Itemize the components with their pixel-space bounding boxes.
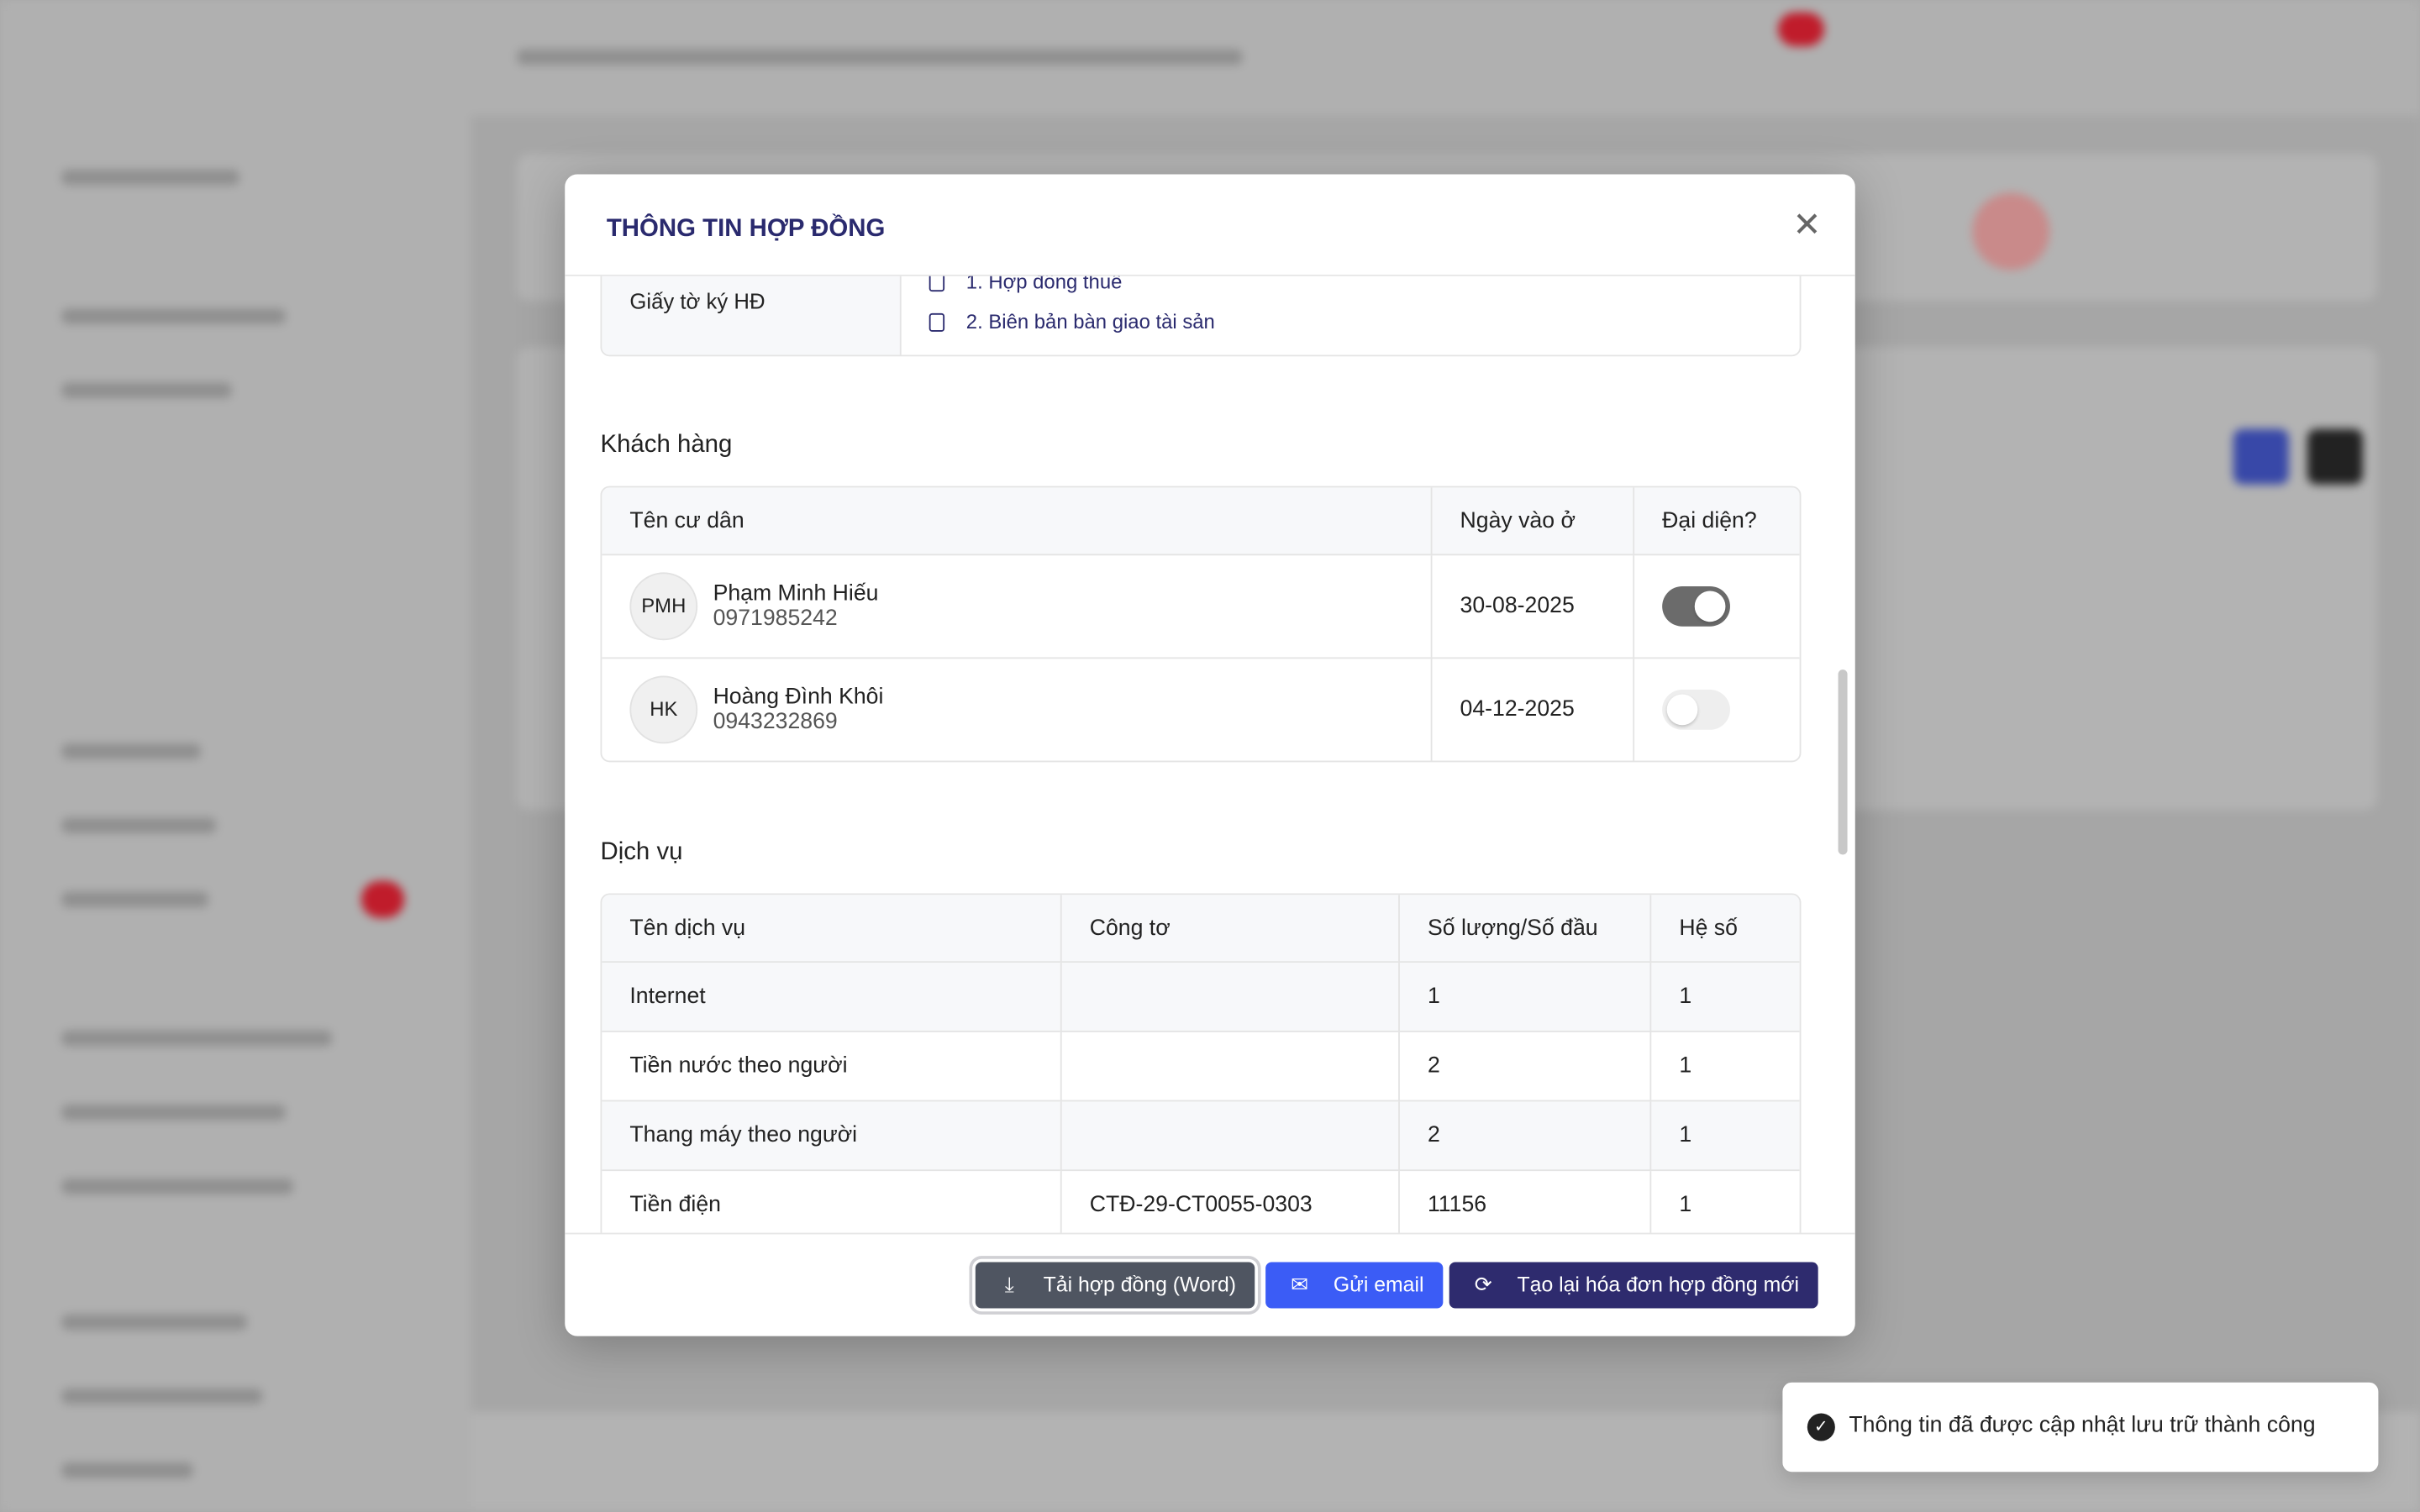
check-circle-icon: ✓ xyxy=(1807,1413,1835,1441)
send-email-button[interactable]: ✉ Gửi email xyxy=(1265,1262,1443,1309)
avatar: PMH xyxy=(629,572,698,641)
modal-header: THÔNG TIN HỢP ĐỒNG ✕ xyxy=(565,175,1855,276)
customers-table: Tên cư dân Ngày vào ở Đại diện? PMH Phạm Mi… xyxy=(600,486,1802,763)
column-header: Số lượng/Số đầu xyxy=(1398,895,1650,963)
services-heading: Dịch vụ xyxy=(600,839,683,866)
success-toast: ✓ Thông tin đã được cập nhật lưu trữ thà… xyxy=(1782,1382,2379,1473)
service-name: Tiền điện xyxy=(629,1192,721,1218)
download-word-button[interactable]: ⤓ Tải hợp đồng (Word) xyxy=(975,1262,1255,1309)
coefficient: 1 xyxy=(1649,1171,1799,1233)
document-link[interactable]: 1. Hợp đồng thuê xyxy=(929,276,1215,302)
contract-info-modal: THÔNG TIN HỢP ĐỒNG ✕ Giấy tờ ký HĐ 1. Hợ… xyxy=(565,174,1855,1336)
meter xyxy=(1060,1101,1399,1172)
mail-icon: ✉ xyxy=(1291,1273,1308,1296)
meter: CTĐ-29-CT0055-0303 xyxy=(1060,1171,1398,1233)
column-header: Đại diện? xyxy=(1633,487,1800,556)
table-row: HK Hoàng Đình Khôi 0943232869 04-12-2025 xyxy=(602,659,1799,761)
toast-message: Thông tin đã được cập nhật lưu trữ thành… xyxy=(1849,1413,2316,1438)
column-header: Tên cư dân xyxy=(602,487,1431,556)
customer-name: Phạm Minh Hiếu xyxy=(713,581,879,606)
table-row: Tiền điện CTĐ-29-CT0055-0303 11156 1 xyxy=(602,1171,1799,1233)
customers-heading: Khách hàng xyxy=(600,432,733,459)
document-icon xyxy=(929,312,945,332)
scrollbar[interactable] xyxy=(1838,669,1848,855)
move-in-date: 30-08-2025 xyxy=(1430,555,1634,659)
column-header: Công tơ xyxy=(1060,895,1399,963)
download-icon: ⤓ xyxy=(1004,1273,1014,1296)
avatar: HK xyxy=(629,675,698,744)
document-icon xyxy=(929,276,945,292)
quantity: 2 xyxy=(1398,1101,1650,1172)
signed-documents: Giấy tờ ký HĐ 1. Hợp đồng thuê 2. Biên b… xyxy=(600,276,1802,357)
document-link[interactable]: 2. Biên bản bàn giao tài sản xyxy=(929,302,1215,343)
table-row: Internet 1 1 xyxy=(602,963,1800,1032)
coefficient: 1 xyxy=(1649,1032,1800,1102)
column-header: Tên dịch vụ xyxy=(602,895,1060,963)
meter xyxy=(1060,1032,1399,1102)
quantity: 2 xyxy=(1398,1032,1650,1102)
service-name: Thang máy theo người xyxy=(602,1101,1060,1172)
customer-name: Hoàng Đình Khôi xyxy=(713,685,884,710)
modal-footer: ⤓ Tải hợp đồng (Word) ✉ Gửi email ⟳ Tạo lại… xyxy=(565,1232,1855,1336)
modal-body[interactable]: Giấy tờ ký HĐ 1. Hợp đồng thuê 2. Biên b… xyxy=(565,276,1855,1233)
coefficient: 1 xyxy=(1649,1101,1800,1172)
quantity: 1 xyxy=(1398,963,1650,1032)
refresh-icon: ⟳ xyxy=(1474,1273,1492,1296)
customer-phone: 0971985242 xyxy=(713,606,838,632)
quantity: 11156 xyxy=(1398,1171,1649,1233)
service-name: Internet xyxy=(602,963,1060,1032)
coefficient: 1 xyxy=(1649,963,1800,1032)
representative-toggle[interactable] xyxy=(1662,585,1730,627)
documents-label: Giấy tờ ký HĐ xyxy=(602,276,902,355)
meter xyxy=(1060,963,1399,1032)
move-in-date: 04-12-2025 xyxy=(1430,659,1634,761)
regenerate-invoice-button[interactable]: ⟳ Tạo lại hóa đơn hợp đồng mới xyxy=(1449,1262,1818,1309)
column-header: Hệ số xyxy=(1649,895,1800,963)
close-icon[interactable]: ✕ xyxy=(1792,205,1822,244)
representative-toggle[interactable] xyxy=(1662,690,1730,730)
table-row: Tiền nước theo người 2 1 xyxy=(602,1032,1800,1102)
services-table: Tên dịch vụ Công tơ Số lượng/Số đầu Hệ số I… xyxy=(600,893,1802,1233)
column-header: Ngày vào ở xyxy=(1430,487,1634,556)
modal-title: THÔNG TIN HỢP ĐỒNG xyxy=(606,216,886,243)
table-row: Thang máy theo người 2 1 xyxy=(602,1101,1800,1172)
customer-phone: 0943232869 xyxy=(713,709,838,735)
table-row: PMH Phạm Minh Hiếu 0971985242 30-08-2025 xyxy=(602,555,1800,659)
service-name: Tiền nước theo người xyxy=(602,1032,1060,1102)
